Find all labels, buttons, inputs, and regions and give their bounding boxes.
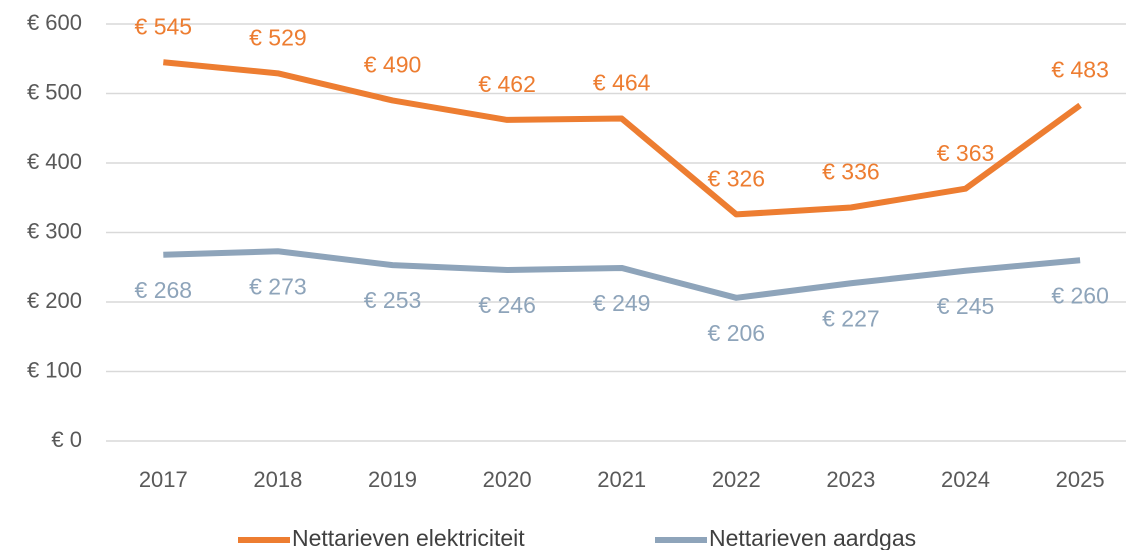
x-tick-label: 2020	[483, 467, 532, 492]
data-label: € 206	[708, 320, 766, 346]
x-tick-label: 2019	[368, 467, 417, 492]
x-tick-label: 2024	[941, 467, 990, 492]
y-tick-label: € 400	[27, 149, 82, 174]
data-label: € 483	[1051, 56, 1109, 82]
y-tick-label: € 200	[27, 288, 82, 313]
y-tick-label: € 300	[27, 218, 82, 243]
y-tick-label: € 100	[27, 357, 82, 382]
y-tick-label: € 0	[51, 427, 82, 452]
x-tick-label: 2025	[1056, 467, 1105, 492]
data-label: € 249	[593, 290, 651, 316]
y-tick-label: € 500	[27, 79, 82, 104]
x-tick-label: 2021	[597, 467, 646, 492]
data-label: € 253	[364, 287, 422, 313]
data-label: € 227	[822, 305, 880, 331]
x-tick-label: 2017	[139, 467, 188, 492]
data-label: € 326	[708, 166, 766, 192]
data-label: € 245	[937, 293, 995, 319]
data-label: € 462	[478, 71, 536, 97]
data-label: € 545	[135, 13, 193, 39]
series-line	[163, 248, 1081, 301]
legend-label: Nettarieven aardgas	[709, 525, 916, 550]
data-label: € 246	[478, 292, 536, 318]
x-tick-label: 2022	[712, 467, 761, 492]
data-label: € 529	[249, 24, 307, 50]
data-label: € 490	[364, 52, 422, 78]
y-tick-label: € 600	[27, 10, 82, 35]
data-label: € 273	[249, 273, 307, 299]
data-label: € 268	[135, 277, 193, 303]
legend-label: Nettarieven elektriciteit	[292, 525, 525, 550]
series-line	[163, 59, 1082, 218]
data-label: € 363	[937, 140, 995, 166]
x-tick-label: 2023	[826, 467, 875, 492]
data-label: € 464	[593, 70, 651, 96]
data-label: € 260	[1051, 282, 1109, 308]
data-label: € 336	[822, 159, 880, 185]
x-tick-label: 2018	[253, 467, 302, 492]
